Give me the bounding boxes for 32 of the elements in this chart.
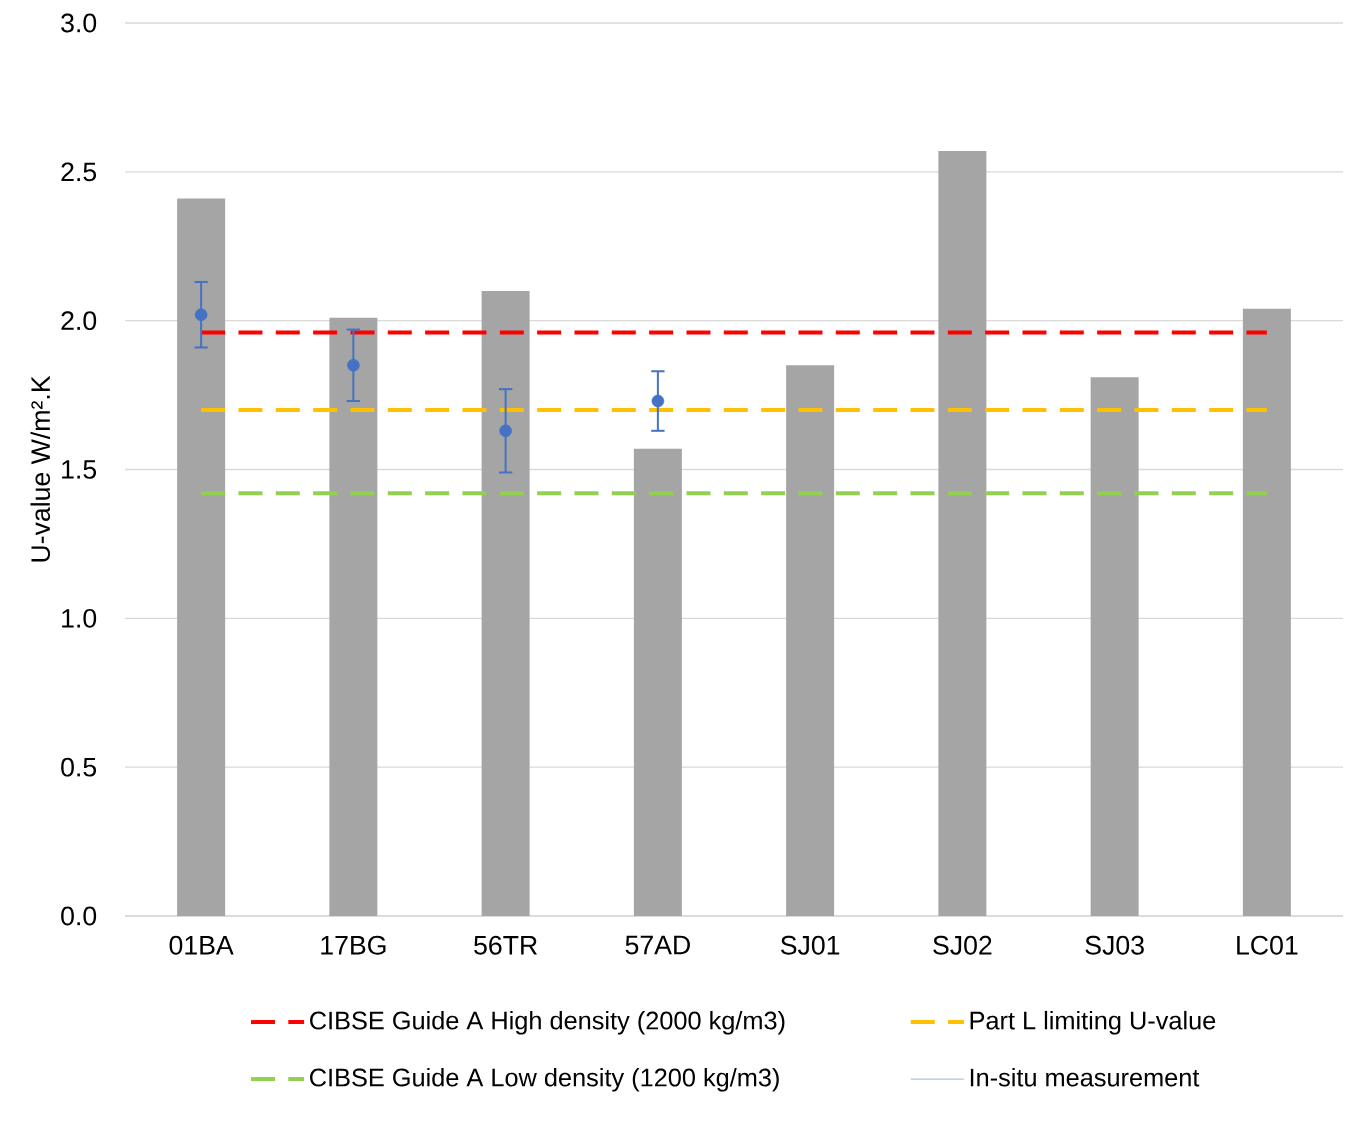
bar [938,150,987,916]
point [194,308,208,321]
point [347,359,360,372]
bar [786,365,835,916]
bar [1242,308,1291,916]
y-tick-label: 1.5 [62,460,97,479]
y-axis-title: U-value W/m².K [30,375,51,562]
y-tick-label: 2.0 [61,311,97,331]
x-tick-label: SJ02 [933,935,992,955]
legend-label: CIBSE Guide A High density (2000 kg/m3) [310,1010,785,1035]
legend-label: Part L limiting U-value [970,1010,1216,1035]
x-tick-label: 57AD [625,935,690,955]
bar [329,317,378,916]
y-tick-label: 1.0 [62,608,97,628]
legend-label: CIBSE Guide A Low density (1200 kg/m3) [310,1067,779,1092]
x-tick-label: SJ03 [1085,935,1144,955]
bar [481,290,530,916]
point [651,394,665,408]
x-tick-label: SJ01 [780,935,840,955]
legend-label: In-situ measurement [970,1067,1200,1087]
y-tick-label: 3.0 [61,13,97,33]
bar [1090,377,1139,916]
bar [633,448,682,916]
x-tick-label: LC01 [1237,935,1298,955]
y-tick-label: 0.0 [61,906,97,926]
x-tick-label: 56TR [474,935,537,955]
x-tick-label: 17BG [321,935,386,955]
bar [177,198,226,916]
y-tick-label: 2.5 [61,162,97,182]
x-tick-label: 01BA [169,935,234,955]
y-tick-label: 0.5 [61,757,97,777]
point [499,424,512,438]
